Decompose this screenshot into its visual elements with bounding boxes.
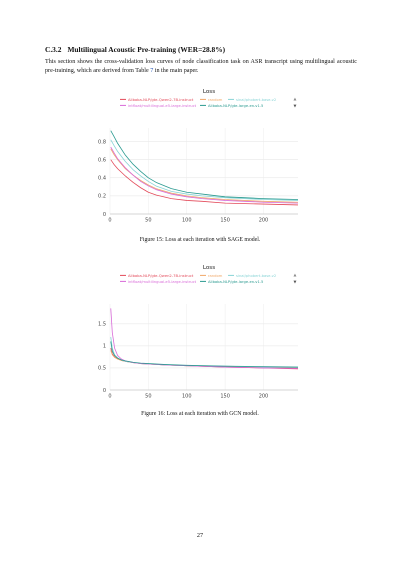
legend-label: intfloat/multilingual-e5-large-instruct	[128, 104, 197, 108]
y-tick-label: 1	[103, 344, 106, 350]
y-tick-label: 0	[103, 212, 106, 218]
legend-item[interactable]: intfloat/multilingual-e5-large-instruct	[120, 104, 197, 108]
x-tick-label: 100	[182, 218, 192, 224]
legend-label: sinai/phobert-base-v2	[236, 98, 276, 102]
x-tick-label: 150	[220, 218, 230, 224]
x-tick-label: 100	[182, 394, 192, 400]
paragraph-text-start: This section shows the cross-validation …	[45, 59, 357, 74]
y-tick-label: 0.2	[98, 194, 106, 200]
legend-scroll-down-icon[interactable]: ▼	[294, 103, 297, 108]
paragraph-text-end: in the main paper.	[153, 67, 199, 74]
legend-item[interactable]: sinai/phobert-base-v2	[228, 274, 276, 278]
x-tick-label: 50	[145, 394, 151, 400]
x-tick-label: 200	[259, 394, 269, 400]
legend-label: Alibaba-NLP/gte-Qwen2-7B-instruct	[128, 98, 194, 102]
y-tick-label: 0.6	[98, 157, 106, 163]
series-line	[110, 148, 299, 203]
section-title: Multilingual Acoustic Pre-training (WER=…	[67, 45, 226, 54]
x-tick-label: 150	[220, 394, 230, 400]
legend-item[interactable]: sinai/phobert-base-v2	[228, 98, 276, 102]
legend-item[interactable]: random	[200, 274, 223, 278]
loss-chart-sage: Loss Alibaba-NLP/gte-Qwen2-7B-instruct ran…	[98, 89, 299, 224]
x-tick-label: 0	[108, 218, 111, 224]
legend-label: random	[208, 274, 223, 278]
series-line	[110, 308, 299, 369]
legend-scroll-down-icon[interactable]: ▼	[294, 279, 297, 284]
figure-16-chart: Loss Alibaba-NLP/gte-Qwen2-7B-instruct ran…	[90, 262, 310, 404]
y-tick-label: 0.4	[98, 176, 106, 182]
section-heading: C.3.2 Multilingual Acoustic Pre-training …	[45, 45, 225, 54]
x-tick-label: 50	[145, 218, 151, 224]
figure-16-caption: Figure 16: Loss at each iteration with G…	[141, 411, 259, 417]
series-line	[110, 139, 299, 201]
x-tick-label: 200	[259, 218, 269, 224]
series-line	[110, 341, 299, 368]
section-number: C.3.2	[45, 45, 62, 54]
legend-scroll-up-icon[interactable]: ▲	[294, 272, 297, 277]
legend-item[interactable]: Alibaba-NLP/gte-Qwen2-7B-instruct	[120, 98, 194, 102]
series-line	[110, 130, 299, 200]
legend-item[interactable]: random	[200, 98, 223, 102]
chart-title: Loss	[203, 265, 215, 271]
legend-label: sinai/phobert-base-v2	[236, 274, 276, 278]
y-tick-label: 0.5	[98, 366, 106, 372]
chart-legend: Alibaba-NLP/gte-Qwen2-7B-instruct random s…	[120, 274, 276, 284]
series-line	[110, 159, 299, 206]
chart-title: Loss	[203, 89, 215, 95]
legend-label: random	[208, 98, 223, 102]
legend-item[interactable]: intfloat/multilingual-e5-large-instruct	[120, 280, 197, 284]
y-tick-label: 1.5	[98, 322, 106, 328]
figure-15-caption: Figure 15: Loss at each iteration with S…	[139, 237, 261, 243]
y-tick-label: 0.8	[98, 139, 106, 145]
section-paragraph: This section shows the cross-validation …	[45, 58, 357, 75]
series-line	[110, 146, 299, 204]
legend-item[interactable]: Alibaba-NLP/gte-large-en-v1.5	[200, 104, 264, 108]
legend-label: Alibaba-NLP/gte-large-en-v1.5	[208, 104, 264, 108]
series-line	[110, 350, 299, 369]
legend-item[interactable]: Alibaba-NLP/gte-Qwen2-7B-instruct	[120, 274, 194, 278]
legend-label: Alibaba-NLP/gte-Qwen2-7B-instruct	[128, 274, 194, 278]
table-reference-link[interactable]: 7	[150, 67, 154, 74]
chart-legend: Alibaba-NLP/gte-Qwen2-7B-instruct random s…	[120, 98, 276, 108]
x-tick-label: 0	[108, 394, 111, 400]
legend-scroll-up-icon[interactable]: ▲	[294, 96, 297, 101]
figure-15-chart: Loss Alibaba-NLP/gte-Qwen2-7B-instruct ran…	[90, 86, 310, 228]
page-number: 27	[196, 532, 204, 539]
legend-label: intfloat/multilingual-e5-large-instruct	[128, 280, 197, 284]
legend-label: Alibaba-NLP/gte-large-en-v1.5	[208, 280, 264, 284]
loss-chart-gcn: Loss Alibaba-NLP/gte-Qwen2-7B-instruct ran…	[98, 265, 299, 400]
y-tick-label: 0	[103, 388, 106, 394]
legend-item[interactable]: Alibaba-NLP/gte-large-en-v1.5	[200, 280, 264, 284]
